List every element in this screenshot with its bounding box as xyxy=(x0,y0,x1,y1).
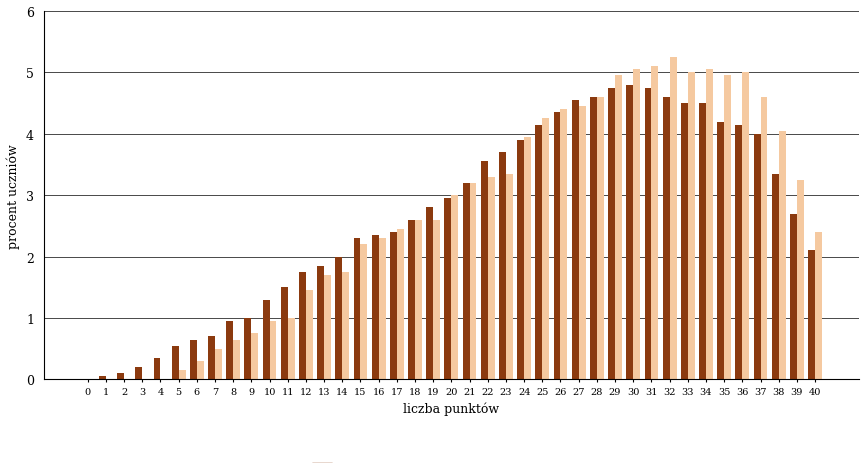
Legend: chłopcy, dziewczęta: chłopcy, dziewczęta xyxy=(306,457,597,463)
Bar xyxy=(408,220,415,380)
Bar xyxy=(299,272,306,380)
Bar xyxy=(517,141,524,380)
Bar xyxy=(535,125,542,380)
Bar xyxy=(372,236,378,380)
Bar xyxy=(742,73,749,380)
Bar xyxy=(717,122,724,380)
Bar xyxy=(353,239,360,380)
Bar xyxy=(699,104,706,380)
Bar xyxy=(226,321,233,380)
Bar xyxy=(99,376,106,380)
Bar xyxy=(753,134,760,380)
Bar xyxy=(724,76,731,380)
Y-axis label: procent uczniów: procent uczniów xyxy=(7,144,21,248)
Bar xyxy=(117,374,124,380)
Bar xyxy=(572,101,578,380)
Bar xyxy=(244,319,251,380)
Bar xyxy=(190,340,197,380)
Bar xyxy=(324,275,331,380)
Bar xyxy=(469,183,476,380)
Bar xyxy=(524,138,531,380)
Bar xyxy=(444,199,451,380)
Bar xyxy=(288,319,294,380)
Bar xyxy=(542,119,549,380)
Bar xyxy=(433,220,440,380)
Bar xyxy=(735,125,742,380)
Bar xyxy=(615,76,622,380)
X-axis label: liczba punktów: liczba punktów xyxy=(404,402,500,415)
Bar xyxy=(790,214,797,380)
Bar xyxy=(251,334,258,380)
Bar xyxy=(481,162,488,380)
Bar xyxy=(426,208,433,380)
Bar xyxy=(462,183,469,380)
Bar xyxy=(706,70,713,380)
Bar xyxy=(171,346,178,380)
Bar xyxy=(208,337,215,380)
Bar xyxy=(772,175,779,380)
Bar xyxy=(651,67,658,380)
Bar xyxy=(360,245,367,380)
Bar xyxy=(197,361,204,380)
Bar xyxy=(233,340,240,380)
Bar xyxy=(681,104,688,380)
Bar xyxy=(269,321,276,380)
Bar xyxy=(390,232,397,380)
Bar xyxy=(626,86,633,380)
Bar xyxy=(506,175,513,380)
Bar xyxy=(317,266,324,380)
Bar xyxy=(797,181,804,380)
Bar xyxy=(415,220,422,380)
Bar xyxy=(644,88,651,380)
Bar xyxy=(815,232,822,380)
Bar xyxy=(178,370,185,380)
Bar xyxy=(688,73,695,380)
Bar xyxy=(306,291,313,380)
Bar xyxy=(760,98,767,380)
Bar xyxy=(153,358,160,380)
Bar xyxy=(281,288,288,380)
Bar xyxy=(560,110,567,380)
Bar xyxy=(608,88,615,380)
Bar xyxy=(669,58,676,380)
Bar xyxy=(215,349,222,380)
Bar xyxy=(262,300,269,380)
Bar xyxy=(342,272,349,380)
Bar xyxy=(499,153,506,380)
Bar xyxy=(808,251,815,380)
Bar xyxy=(633,70,640,380)
Bar xyxy=(135,368,142,380)
Bar xyxy=(597,98,604,380)
Bar xyxy=(378,239,385,380)
Bar xyxy=(578,107,585,380)
Bar xyxy=(553,113,560,380)
Bar xyxy=(451,196,458,380)
Bar xyxy=(488,177,494,380)
Bar xyxy=(335,257,342,380)
Bar xyxy=(662,98,669,380)
Bar xyxy=(590,98,597,380)
Bar xyxy=(779,131,785,380)
Bar xyxy=(397,230,404,380)
